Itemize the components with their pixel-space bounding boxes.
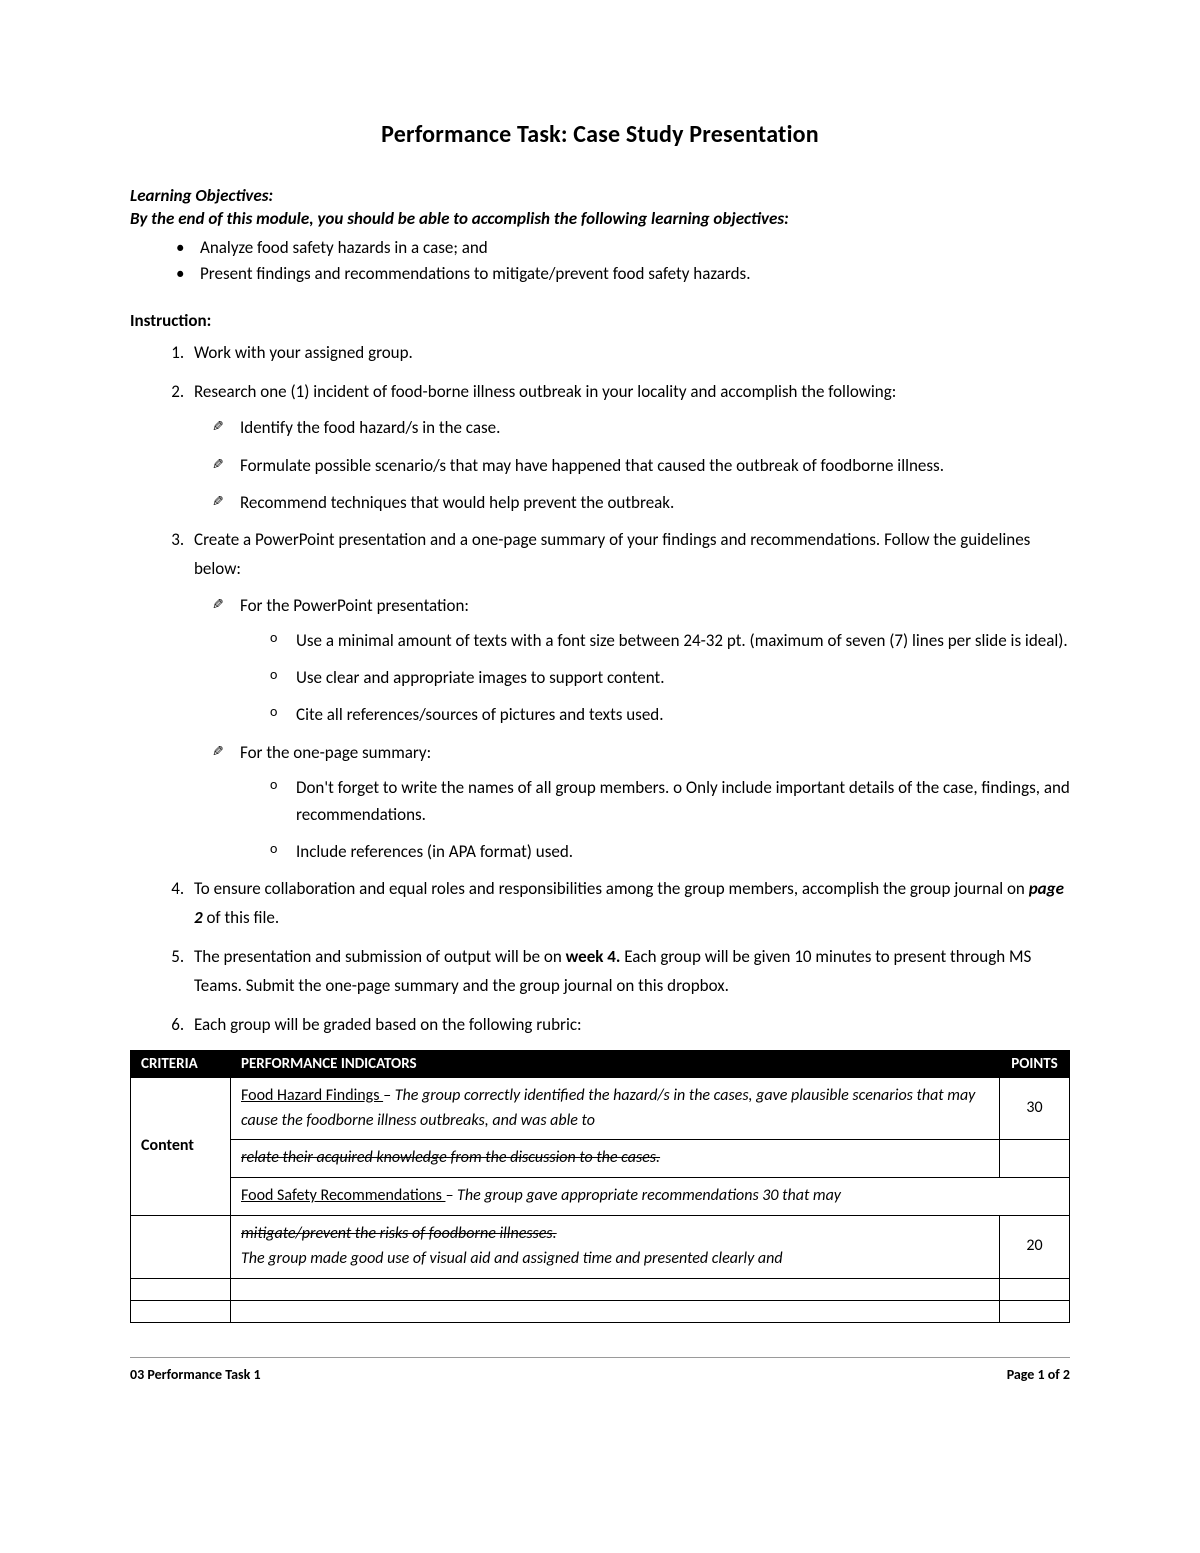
learning-objectives-list: Analyze food safety hazards in a case; a… (130, 235, 1070, 288)
struck-text: relate their acquired knowledge from the… (241, 1148, 660, 1167)
list-item: Use clear and appropriate images to supp… (296, 664, 1070, 691)
week-ref: week 4. (566, 946, 621, 967)
list-item: Include references (in APA format) used. (296, 838, 1070, 865)
indicator-cell: mitigate/prevent the risks of foodborne … (231, 1215, 1000, 1278)
points-cell: 20 (1000, 1215, 1070, 1278)
learning-objectives-heading: Learning Objectives: (130, 185, 1070, 206)
table-row: Content Food Hazard Findings – The group… (131, 1077, 1070, 1140)
instruction-text: Research one (1) incident of food-borne … (194, 381, 896, 402)
page-footer: 03 Performance Task 1 Page 1 of 2 (130, 1366, 1070, 1383)
instruction-text: Create a PowerPoint presentation and a o… (194, 529, 1030, 579)
list-item: Analyze food safety hazards in a case; a… (200, 235, 1070, 261)
learning-objectives-lead: By the end of this module, you should be… (130, 208, 1070, 229)
empty-cell (131, 1300, 231, 1322)
instruction-text: The presentation and submission of outpu… (194, 946, 566, 967)
table-row (131, 1300, 1070, 1322)
col-indicators: PERFORMANCE INDICATORS (231, 1050, 1000, 1077)
indicator-label: Food Hazard Findings (241, 1086, 383, 1105)
indicator-dash: – (445, 1186, 457, 1205)
indicator-dash: – (383, 1086, 395, 1105)
list-item: Work with your assigned group. (188, 339, 1070, 368)
instruction-heading: Instruction: (130, 310, 1070, 331)
points-inline: 30 (759, 1186, 782, 1205)
col-criteria: CRITERIA (131, 1050, 231, 1077)
points-cell (1000, 1140, 1070, 1178)
table-header-row: CRITERIA PERFORMANCE INDICATORS POINTS (131, 1050, 1070, 1077)
sub-list: Identify the food hazard/s in the case. … (194, 414, 1070, 516)
rubric-table: CRITERIA PERFORMANCE INDICATORS POINTS C… (130, 1050, 1070, 1323)
list-item: Research one (1) incident of food-borne … (188, 378, 1070, 516)
sub-label: For the one-page summary: (240, 742, 431, 763)
criteria-cell (131, 1215, 231, 1278)
indicator-text: The group gave appropriate recommendatio… (457, 1186, 759, 1205)
sub-sub-list: Use a minimal amount of texts with a fon… (240, 627, 1070, 729)
indicator-label: Food Safety Recommendations (241, 1186, 445, 1205)
list-item: To ensure collaboration and equal roles … (188, 875, 1070, 933)
list-item: The presentation and submission of outpu… (188, 943, 1070, 1001)
list-item: Cite all references/sources of pictures … (296, 701, 1070, 728)
list-item: Use a minimal amount of texts with a fon… (296, 627, 1070, 654)
indicator-tail: that may (782, 1186, 841, 1205)
list-item: Each group will be graded based on the f… (188, 1011, 1070, 1040)
list-item: Recommend techniques that would help pre… (240, 489, 1070, 516)
footer-divider (130, 1357, 1070, 1358)
document-page: Performance Task: Case Study Presentatio… (0, 0, 1200, 1553)
sub-sub-list: Don't forget to write the names of all g… (240, 774, 1070, 866)
indicator-text: The group made good use of visual aid an… (241, 1247, 989, 1272)
instruction-text: of this file. (203, 907, 280, 928)
instruction-text: To ensure collaboration and equal roles … (194, 878, 1029, 899)
empty-cell (131, 1278, 231, 1300)
list-item: Don't forget to write the names of all g… (296, 774, 1070, 828)
indicator-cell: relate their acquired knowledge from the… (231, 1140, 1000, 1178)
table-row: mitigate/prevent the risks of foodborne … (131, 1215, 1070, 1278)
struck-text: mitigate/prevent the risks of foodborne … (241, 1222, 989, 1247)
instruction-list: Work with your assigned group. Research … (130, 339, 1070, 1040)
indicator-cell: Food Safety Recommendations – The group … (231, 1178, 1070, 1216)
criteria-cell: Content (131, 1077, 231, 1215)
empty-cell (231, 1300, 1000, 1322)
list-item: For the one-page summary: Don't forget t… (240, 739, 1070, 866)
col-points: POINTS (1000, 1050, 1070, 1077)
sub-label: For the PowerPoint presentation: (240, 595, 469, 616)
sub-list: For the PowerPoint presentation: Use a m… (194, 592, 1070, 866)
points-cell: 30 (1000, 1077, 1070, 1140)
empty-cell (1000, 1300, 1070, 1322)
table-row: relate their acquired knowledge from the… (131, 1140, 1070, 1178)
list-item: Formulate possible scenario/s that may h… (240, 452, 1070, 479)
list-item: For the PowerPoint presentation: Use a m… (240, 592, 1070, 729)
list-item: Present findings and recommendations to … (200, 261, 1070, 287)
footer-right: Page 1 of 2 (1007, 1366, 1070, 1383)
indicator-cell: Food Hazard Findings – The group correct… (231, 1077, 1000, 1140)
table-row (131, 1278, 1070, 1300)
empty-cell (231, 1278, 1000, 1300)
list-item: Create a PowerPoint presentation and a o… (188, 526, 1070, 865)
footer-left: 03 Performance Task 1 (130, 1366, 261, 1383)
table-row: Food Safety Recommendations – The group … (131, 1178, 1070, 1216)
page-title: Performance Task: Case Study Presentatio… (130, 120, 1070, 149)
empty-cell (1000, 1278, 1070, 1300)
list-item: Identify the food hazard/s in the case. (240, 414, 1070, 441)
